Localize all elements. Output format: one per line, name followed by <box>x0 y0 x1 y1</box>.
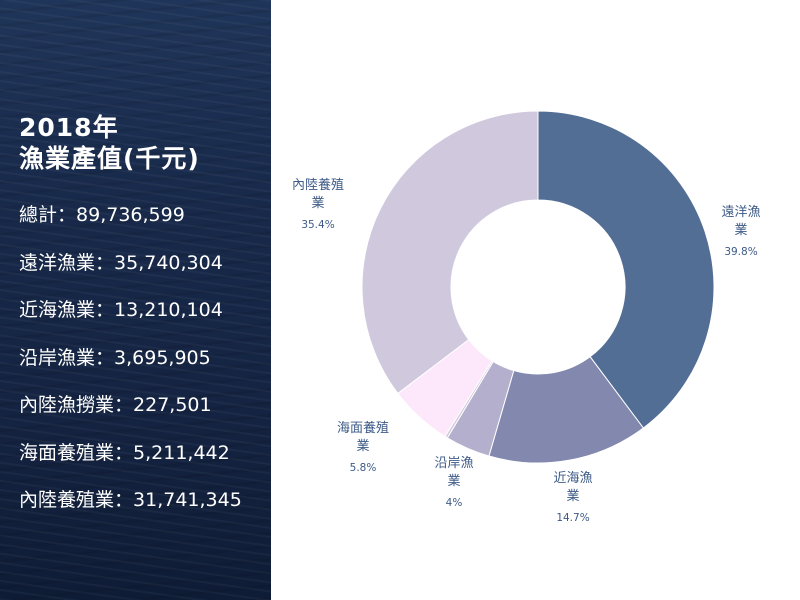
slice-label-group: 近海漁業 14.7% <box>553 471 592 524</box>
stat-value: 35,740,304 <box>114 251 223 274</box>
stat-value: 13,210,104 <box>114 299 223 321</box>
stat-separator: ： <box>95 299 115 321</box>
stat-label: 海面養殖業 <box>19 441 115 464</box>
stat-separator: ： <box>57 204 77 226</box>
stat-value: 31,741,345 <box>133 489 242 511</box>
stat-separator: ： <box>114 394 134 416</box>
stat-value: 227,501 <box>133 394 212 416</box>
slice-percent-label: 35.4% <box>301 219 334 231</box>
stat-row: 近海漁業：13,210,104 <box>19 293 242 341</box>
slice-label-group: 沿岸漁業 4% <box>434 456 473 509</box>
slice-label-group: 內陸養殖業 35.4% <box>292 177 344 231</box>
stat-label: 總計 <box>19 204 58 226</box>
summary-panel: 2018年 漁業產值(千元) 總計：89,736,599 遠洋漁業：35,740,… <box>0 0 271 600</box>
donut-chart: 遠洋漁業39.8%近海漁業14.7%沿岸漁業4%海面養殖業5.8%內陸養殖業35… <box>292 110 761 524</box>
stats-list: 總計：89,736,599 遠洋漁業：35,740,304 近海漁業：13,210,… <box>19 198 242 531</box>
stat-label: 內陸漁撈業 <box>19 394 115 416</box>
slice-name-label: 海面養殖 <box>337 420 389 436</box>
slice-name-label: 業 <box>447 473 460 489</box>
stat-value: 5,211,442 <box>133 441 230 464</box>
stat-row: 內陸養殖業：31,741,345 <box>19 483 242 531</box>
slice-name-label: 遠洋漁 <box>721 205 760 220</box>
stat-row: 遠洋漁業：35,740,304 <box>19 246 242 294</box>
stat-label: 內陸養殖業 <box>19 489 115 511</box>
slice-name-label: 內陸養殖 <box>292 177 344 193</box>
slice-name-label: 沿岸漁 <box>434 456 473 471</box>
donut-slice <box>537 110 715 429</box>
donut-slice <box>361 110 539 395</box>
slices-group <box>361 110 715 464</box>
slice-percent-label: 39.8% <box>724 246 757 258</box>
stat-row: 沿岸漁業：3,695,905 <box>19 341 242 389</box>
slice-name-label: 業 <box>311 195 324 211</box>
slice-percent-label: 4% <box>446 497 463 509</box>
stat-separator: ： <box>114 441 134 464</box>
labels-group: 遠洋漁業39.8%近海漁業14.7%沿岸漁業4%海面養殖業5.8%內陸養殖業35… <box>292 177 761 524</box>
slice-percent-label: 5.8% <box>350 462 377 474</box>
slice-name-label: 業 <box>566 488 579 504</box>
stat-row: 內陸漁撈業：227,501 <box>19 388 242 436</box>
panel-title: 2018年 漁業產值(千元) <box>19 112 200 174</box>
stat-label: 遠洋漁業 <box>19 251 96 274</box>
slice-name-label: 近海漁 <box>553 471 592 486</box>
stat-separator: ： <box>114 489 134 511</box>
stat-separator: ： <box>95 346 115 369</box>
panel-title-subject: 漁業產值(千元) <box>19 144 200 173</box>
slice-percent-label: 14.7% <box>556 512 589 524</box>
panel-title-year: 2018年 <box>19 113 119 142</box>
stat-separator: ： <box>95 251 115 274</box>
stat-value: 3,695,905 <box>114 346 211 369</box>
slice-name-label: 業 <box>356 438 369 454</box>
stat-label: 沿岸漁業 <box>19 346 96 369</box>
slice-name-label: 業 <box>734 222 747 238</box>
stat-row: 總計：89,736,599 <box>19 198 242 246</box>
slice-label-group: 海面養殖業 5.8% <box>337 420 389 474</box>
stat-label: 近海漁業 <box>19 299 96 321</box>
stat-value: 89,736,599 <box>76 204 185 226</box>
chart-area: 遠洋漁業 39.8% 近海漁業 14.7% 沿岸漁業 4% 海面養殖業 5.8% 內陸養殖業 35… <box>271 0 800 600</box>
stat-row: 海面養殖業：5,211,442 <box>19 436 242 484</box>
slice-label-group: 遠洋漁業 39.8% <box>721 205 760 258</box>
